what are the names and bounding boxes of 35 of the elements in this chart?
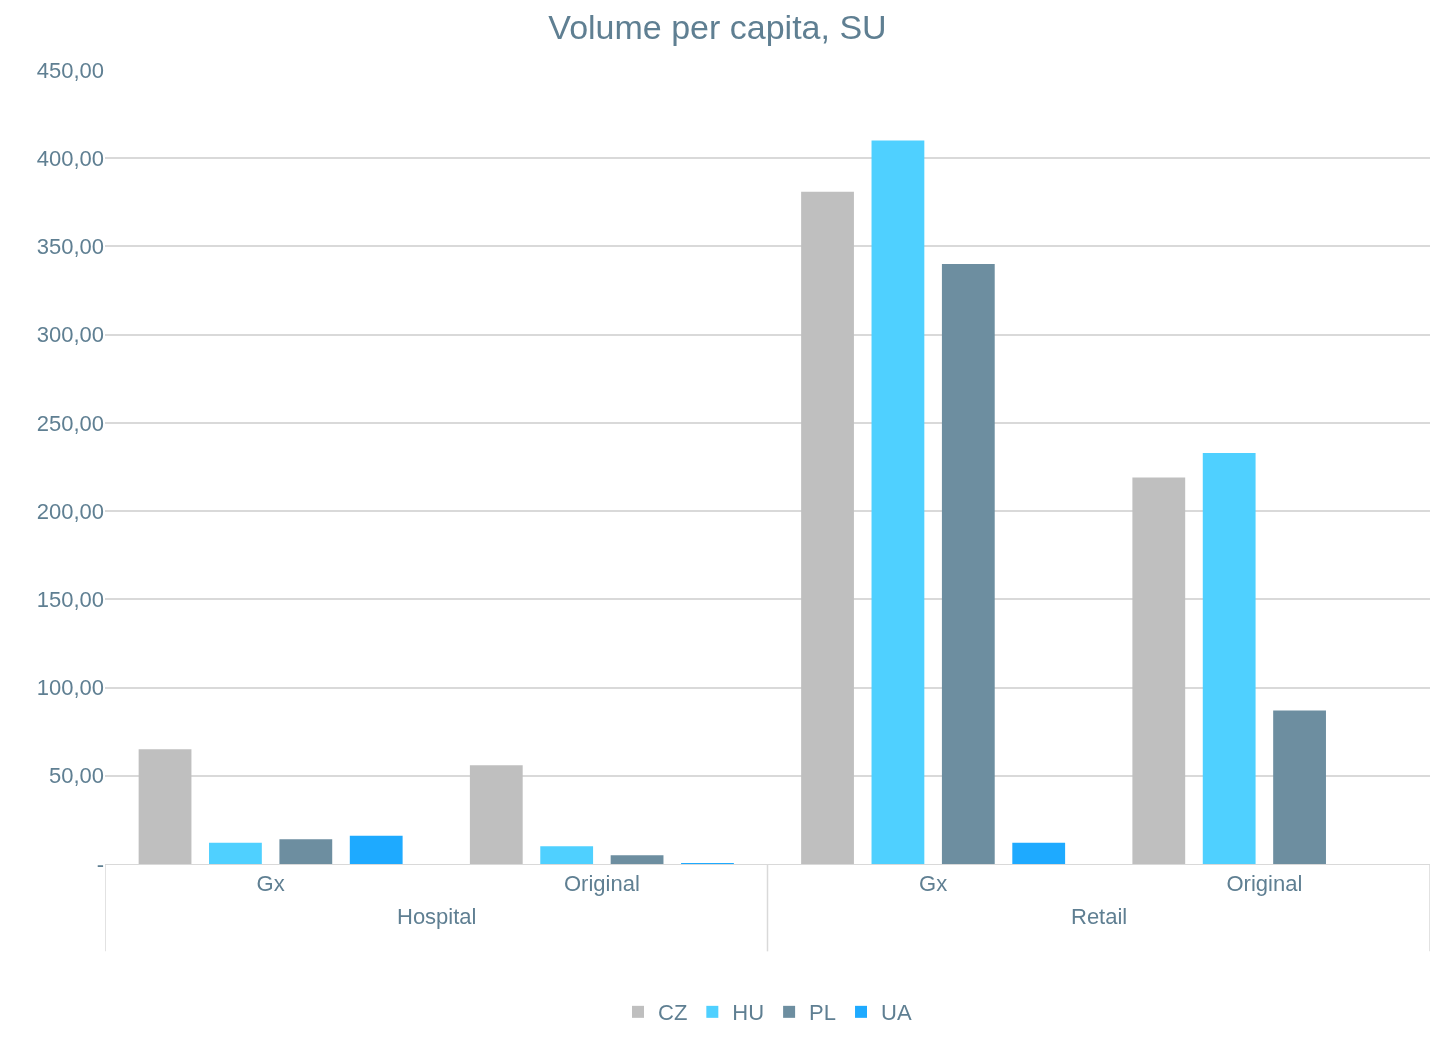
bar (349, 835, 403, 864)
bar (941, 264, 995, 864)
bar (209, 842, 262, 864)
y-tick-label: 150,00 (36, 587, 104, 613)
bar (138, 749, 192, 864)
bar (1202, 452, 1256, 864)
text: Hospital (397, 904, 477, 929)
y-tick-label: 400,00 (36, 145, 104, 171)
bar (279, 839, 333, 864)
bar (610, 855, 664, 864)
bar (469, 765, 523, 864)
y-tick-label: 100,00 (36, 675, 104, 701)
y-tick-label: - (96, 851, 104, 877)
legend-label: HU (732, 1000, 765, 1026)
legend-label: PL (809, 1000, 837, 1026)
bar (1012, 842, 1066, 864)
x-tick-label: Original (1226, 871, 1303, 897)
y-tick-label: 350,00 (36, 234, 104, 260)
legend-label: CZ (658, 1000, 688, 1026)
y-tick-label: 300,00 (36, 322, 104, 348)
y-tick-label: 50,00 (48, 763, 104, 789)
y-tick-label: 250,00 (36, 410, 104, 436)
chart-title: Volume per capita, SU (548, 8, 887, 47)
text: Retail (1071, 904, 1128, 929)
x-tick-label: Original (563, 871, 640, 897)
bar (801, 191, 854, 864)
x-tick-label: Gx (256, 871, 285, 897)
x-tick-label: Gx (919, 871, 948, 897)
y-tick-label: 200,00 (36, 498, 104, 524)
bar (1132, 477, 1186, 864)
bar (540, 846, 594, 864)
bar (871, 140, 925, 864)
legend-label: UA (881, 1000, 912, 1026)
bar (1273, 710, 1326, 864)
y-tick-label: 450,00 (36, 57, 104, 83)
